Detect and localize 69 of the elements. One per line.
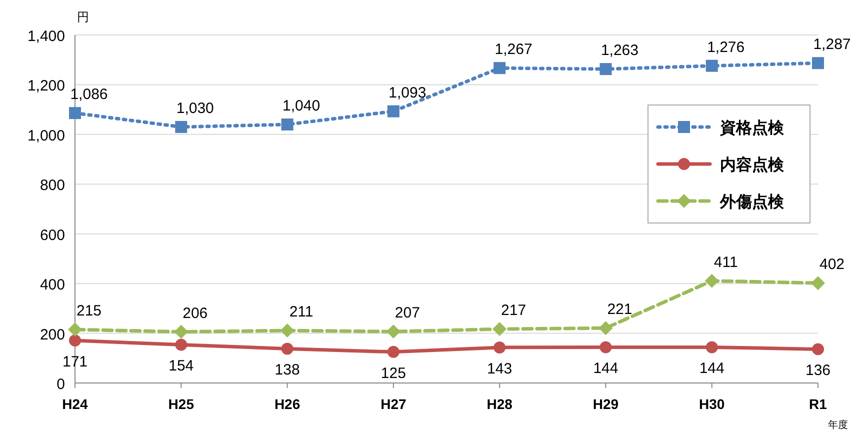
point bbox=[175, 120, 188, 133]
data-label: 402 bbox=[819, 256, 845, 274]
data-label: 211 bbox=[289, 304, 314, 321]
point bbox=[175, 338, 188, 351]
y-tick-label: 1,400 bbox=[27, 28, 65, 45]
point bbox=[386, 324, 400, 339]
point bbox=[492, 322, 507, 336]
data-label: 1,093 bbox=[388, 84, 426, 102]
legend-label: 外傷点検 bbox=[719, 193, 785, 211]
data-label: 1,263 bbox=[600, 42, 638, 60]
point bbox=[281, 118, 294, 130]
point bbox=[494, 341, 506, 354]
point bbox=[68, 322, 82, 337]
point bbox=[600, 341, 612, 354]
data-label: 1,040 bbox=[282, 97, 320, 114]
data-label: 171 bbox=[62, 353, 88, 370]
data-label: 144 bbox=[699, 360, 724, 378]
point bbox=[280, 324, 294, 338]
data-label: 217 bbox=[501, 302, 526, 320]
data-label: 221 bbox=[607, 301, 632, 318]
data-label: 154 bbox=[168, 358, 194, 375]
data-label: 144 bbox=[593, 360, 618, 378]
y-tick-label: 0 bbox=[56, 376, 65, 393]
point bbox=[494, 62, 506, 74]
point bbox=[387, 346, 400, 358]
data-label: 215 bbox=[76, 302, 102, 320]
data-label: 411 bbox=[714, 254, 738, 271]
x-axis-title: 年度 bbox=[828, 419, 848, 431]
point bbox=[174, 324, 188, 339]
x-tick-label: H26 bbox=[274, 396, 300, 412]
y-tick-label: 200 bbox=[40, 326, 65, 344]
y-tick-label: 600 bbox=[40, 226, 65, 244]
data-label: 1,276 bbox=[707, 38, 745, 56]
data-label: 1,287 bbox=[813, 36, 851, 54]
data-label: 1,030 bbox=[176, 100, 214, 117]
data-label: 1,267 bbox=[494, 41, 532, 58]
x-tick-label: H24 bbox=[62, 396, 88, 412]
x-tick-label: H29 bbox=[592, 396, 619, 412]
data-label: 1,086 bbox=[70, 86, 108, 104]
point bbox=[281, 342, 294, 355]
x-tick-label: R1 bbox=[809, 396, 828, 412]
x-tick-label: H28 bbox=[486, 396, 513, 412]
data-label: 125 bbox=[380, 364, 406, 382]
point bbox=[69, 334, 81, 346]
data-label: 138 bbox=[274, 362, 300, 379]
x-tick-label: H27 bbox=[380, 396, 406, 412]
point bbox=[598, 321, 613, 336]
point bbox=[812, 343, 824, 356]
point bbox=[600, 63, 612, 76]
legend-label: 内容点検 bbox=[720, 155, 785, 174]
x-tick-label: H25 bbox=[168, 396, 194, 412]
x-tick-label: H30 bbox=[699, 396, 725, 412]
y-tick-label: 1,000 bbox=[27, 127, 65, 144]
y-tick-label: 800 bbox=[40, 177, 65, 194]
point bbox=[69, 107, 81, 120]
data-label: 136 bbox=[805, 362, 831, 380]
data-label: 207 bbox=[394, 304, 420, 322]
point bbox=[387, 105, 400, 118]
point bbox=[704, 274, 719, 288]
point bbox=[811, 276, 825, 290]
data-label: 206 bbox=[182, 304, 208, 322]
legend-label: 資格点検 bbox=[719, 119, 785, 137]
point bbox=[706, 60, 718, 72]
y-tick-label: 1,200 bbox=[27, 78, 65, 95]
point bbox=[706, 341, 718, 354]
data-label: 143 bbox=[487, 360, 512, 378]
y-tick-label: 400 bbox=[40, 276, 65, 294]
point bbox=[812, 57, 824, 70]
y-axis-title: 円 bbox=[77, 10, 89, 24]
